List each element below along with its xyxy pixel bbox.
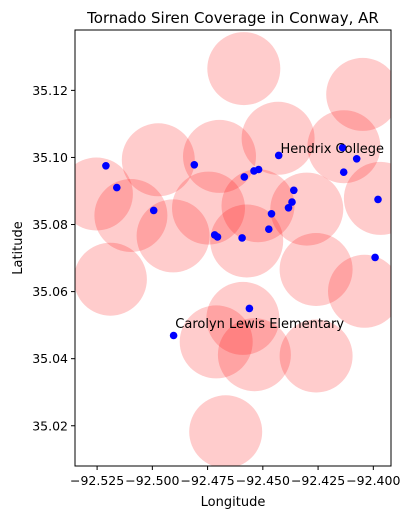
coverage-circle-15 bbox=[75, 242, 147, 316]
siren-points-layer bbox=[102, 143, 382, 340]
coverage-circle-9 bbox=[172, 171, 245, 245]
x-tick-label: −92.525 bbox=[70, 473, 124, 488]
annotation-layer: Hendrix College Carolyn Lewis Elementary bbox=[175, 142, 384, 332]
siren-point-11 bbox=[265, 225, 273, 233]
siren-point-8 bbox=[240, 173, 249, 181]
coverage-circle-2 bbox=[326, 57, 391, 131]
siren-point-4 bbox=[190, 161, 199, 169]
coverage-circle-18 bbox=[206, 281, 280, 355]
siren-point-6 bbox=[213, 233, 222, 241]
y-tick-label: 35.04 bbox=[32, 351, 68, 366]
siren-point-23 bbox=[169, 331, 178, 340]
coverage-circle-3 bbox=[241, 101, 315, 175]
siren-point-3 bbox=[149, 206, 158, 215]
siren-point-7 bbox=[238, 234, 246, 242]
y-axis: 35.02 35.04 35.06 35.08 35.10 35.12 bbox=[32, 83, 75, 433]
siren-point-2 bbox=[113, 183, 121, 192]
coverage-circle-21 bbox=[279, 319, 353, 393]
siren-point-1 bbox=[102, 162, 110, 170]
annotation-carolyn-lewis-elementary: Carolyn Lewis Elementary bbox=[175, 317, 344, 332]
y-tick-label: 35.12 bbox=[32, 83, 68, 98]
x-axis: −92.525 −92.500 −92.475 −92.450 −92.425 −92.4… bbox=[70, 466, 400, 488]
coverage-circle-8 bbox=[94, 179, 168, 252]
chart-title: Tornado Siren Coverage in Conway, AR bbox=[86, 9, 379, 27]
siren-point-12 bbox=[267, 210, 276, 218]
siren-point-22 bbox=[245, 304, 254, 313]
y-tick-label: 35.02 bbox=[32, 418, 68, 433]
coverage-circle-12 bbox=[343, 161, 391, 235]
siren-point-17 bbox=[338, 143, 347, 152]
siren-point-20 bbox=[371, 253, 379, 262]
x-tick-label: −92.400 bbox=[346, 473, 400, 488]
x-tick-label: −92.500 bbox=[125, 473, 179, 488]
plot-area bbox=[75, 30, 391, 466]
coverage-circle-16 bbox=[279, 233, 353, 306]
plot-frame bbox=[74, 29, 392, 467]
coverage-circle-7 bbox=[75, 157, 133, 231]
siren-point-10 bbox=[254, 165, 263, 174]
coverage-circle-14 bbox=[210, 204, 284, 278]
y-tick-label: 35.08 bbox=[32, 217, 68, 232]
annotation-hendrix-college: Hendrix College bbox=[281, 142, 385, 157]
coverage-circle-13 bbox=[136, 199, 210, 273]
coverage-circle-17 bbox=[328, 254, 391, 328]
coverage-circle-1 bbox=[207, 32, 281, 106]
siren-point-18 bbox=[339, 168, 348, 176]
coverage-circle-5 bbox=[183, 119, 256, 193]
x-tick-label: −92.425 bbox=[291, 473, 345, 488]
siren-point-16 bbox=[290, 186, 298, 195]
coverage-circle-20 bbox=[217, 318, 291, 392]
siren-point-19 bbox=[352, 155, 361, 163]
x-axis-label: Longitude bbox=[201, 495, 266, 510]
coverage-circle-22 bbox=[189, 395, 263, 466]
siren-point-21 bbox=[374, 195, 382, 204]
siren-point-14 bbox=[284, 204, 293, 212]
y-axis-label: Latitude bbox=[11, 221, 26, 275]
siren-point-13 bbox=[274, 151, 283, 160]
coverage-circle-11 bbox=[270, 172, 344, 246]
x-tick-label: −92.450 bbox=[236, 473, 290, 488]
x-tick-label: −92.475 bbox=[180, 473, 234, 488]
siren-point-15 bbox=[288, 198, 296, 206]
y-tick-label: 35.06 bbox=[32, 284, 68, 299]
coverage-circle-10 bbox=[221, 169, 295, 243]
y-tick-label: 35.10 bbox=[32, 150, 68, 165]
coverage-circle-19 bbox=[179, 305, 253, 379]
coverage-circle-6 bbox=[121, 123, 195, 197]
